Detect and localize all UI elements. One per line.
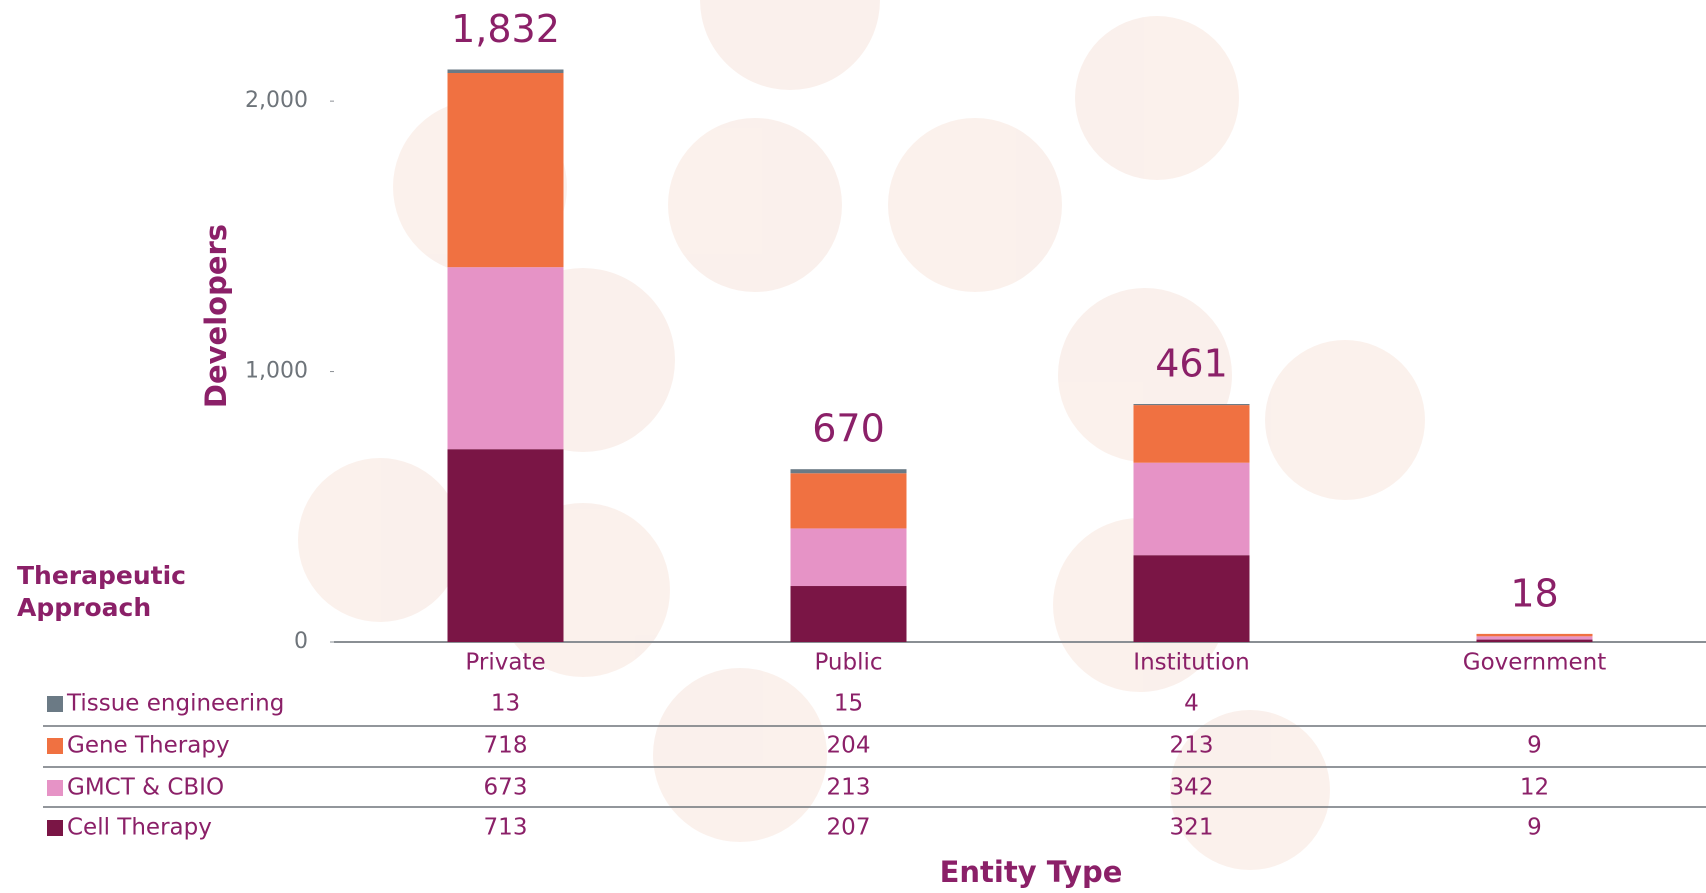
table-cell: 9 (1527, 733, 1542, 759)
legend-swatch (47, 738, 63, 754)
bar-segment (791, 528, 907, 586)
bar-segment (448, 73, 564, 267)
legend-swatch (47, 780, 63, 796)
bar-segment (1134, 404, 1250, 405)
x-tick-label: Private (465, 650, 545, 676)
table-cell: 213 (1170, 733, 1214, 759)
legend-swatch (47, 820, 63, 836)
bar-segment (1134, 555, 1250, 642)
total-label: 461 (1155, 342, 1228, 386)
table-lines (43, 726, 1706, 807)
x-tick-label: Government (1463, 650, 1606, 676)
table-cell: 718 (484, 733, 528, 759)
y-tick-label: 1,000 (245, 359, 308, 384)
legend-label: Cell Therapy (67, 815, 212, 841)
table-cell: 4 (1184, 691, 1199, 717)
x-tick-label: Public (814, 650, 882, 676)
bar-segment (1134, 405, 1250, 463)
bar-segment (448, 267, 564, 449)
table-cell: 15 (834, 691, 863, 717)
table-cell: 713 (484, 815, 528, 841)
bar-segment (1134, 463, 1250, 555)
bar-segment (448, 449, 564, 642)
y-tick-label: 2,000 (245, 88, 308, 113)
bar-segment (791, 469, 907, 473)
bar-segment (1477, 640, 1593, 642)
legend-title: Therapeutic Approach (17, 560, 207, 624)
table-cell: 12 (1520, 775, 1549, 801)
bar-segment (1477, 634, 1593, 636)
page: Developers Entity Type 0 1,000 2,000 Privat… (0, 0, 1706, 893)
bar-segment (791, 473, 907, 528)
legend-swatch (47, 696, 63, 712)
bar-segment (448, 69, 564, 73)
table-cell: 13 (491, 691, 520, 717)
table-cell: 342 (1170, 775, 1214, 801)
table-cell: 321 (1170, 815, 1214, 841)
total-label: 670 (812, 407, 885, 451)
table-cell: 204 (827, 733, 871, 759)
chart: Developers Entity Type 0 1,000 2,000 Privat… (0, 0, 1706, 893)
y-tick-label: 0 (294, 629, 308, 654)
legend-label: Tissue engineering (66, 691, 284, 717)
x-axis-title: Entity Type (940, 855, 1123, 889)
total-label: 1,832 (451, 7, 560, 51)
bar-segment (791, 586, 907, 642)
table-cell: 207 (827, 815, 871, 841)
table-cell: 673 (484, 775, 528, 801)
table-cell: 213 (827, 775, 871, 801)
legend-label: GMCT & CBIO (67, 775, 224, 801)
legend-label: Gene Therapy (67, 733, 230, 759)
table-cell: 9 (1527, 815, 1542, 841)
total-label: 18 (1510, 571, 1558, 615)
bar-segment (1477, 636, 1593, 639)
x-tick-label: Institution (1133, 650, 1249, 676)
y-axis-title: Developers (199, 224, 233, 408)
